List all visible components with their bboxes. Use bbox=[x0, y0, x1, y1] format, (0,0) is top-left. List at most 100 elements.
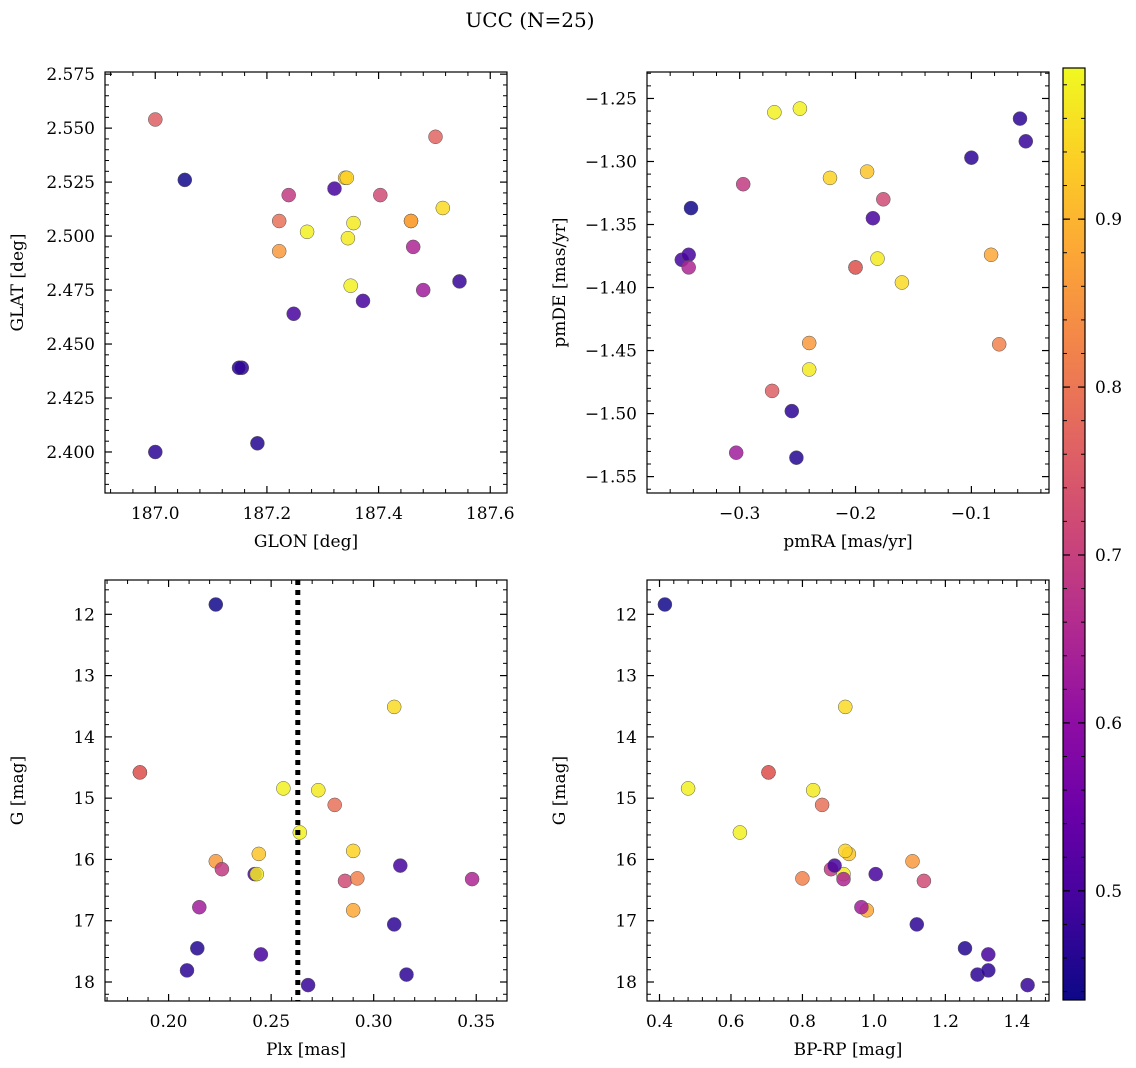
axes-frame bbox=[646, 71, 1050, 494]
x-axis-label: BP-RP [mag] bbox=[794, 1040, 903, 1060]
x-tick-label: 0.35 bbox=[457, 1012, 495, 1032]
data-point bbox=[281, 187, 296, 203]
data-point bbox=[683, 200, 699, 216]
data-point bbox=[464, 871, 480, 887]
data-point bbox=[345, 843, 361, 859]
y-tick-label: 15 bbox=[615, 789, 637, 809]
y-tick-label: 2.550 bbox=[46, 119, 95, 139]
data-point bbox=[1020, 977, 1035, 993]
data-point bbox=[909, 917, 925, 932]
colorbar-tick-label: 0.9 bbox=[1095, 210, 1122, 230]
data-point bbox=[179, 963, 195, 978]
data-point bbox=[870, 251, 885, 266]
y-tick-label: −1.50 bbox=[585, 405, 637, 425]
data-point bbox=[435, 200, 451, 216]
data-point bbox=[346, 215, 361, 231]
colorbar-gradient bbox=[1063, 68, 1085, 1000]
data-point bbox=[1012, 111, 1028, 126]
data-point bbox=[991, 337, 1007, 352]
colorbar: 0.5 0.6 0.7 0.8 0.9 bbox=[1062, 67, 1122, 1001]
y-tick-label: −1.25 bbox=[585, 89, 637, 109]
data-point bbox=[801, 362, 817, 377]
y-tick-label: 2.500 bbox=[46, 227, 95, 247]
x-tick-label: 187.2 bbox=[243, 504, 292, 524]
y-tick-label: 13 bbox=[615, 667, 637, 687]
data-point bbox=[276, 781, 291, 796]
x-tick-label: 1.4 bbox=[1003, 1012, 1030, 1032]
data-point bbox=[373, 187, 388, 203]
data-point bbox=[728, 445, 744, 460]
x-tick-label: −0.1 bbox=[951, 504, 992, 524]
data-point bbox=[680, 781, 696, 796]
data-point bbox=[132, 765, 148, 780]
x-tick-label: 0.8 bbox=[789, 1012, 816, 1032]
data-point bbox=[300, 977, 316, 993]
x-tick-label: 0.20 bbox=[150, 1012, 188, 1032]
data-point bbox=[249, 866, 265, 882]
data-point bbox=[814, 797, 830, 813]
x-tick-label: 187.6 bbox=[466, 504, 515, 524]
data-point bbox=[271, 213, 287, 229]
data-point bbox=[148, 112, 163, 127]
data-point bbox=[253, 947, 269, 962]
x-tick-label: 0.4 bbox=[646, 1012, 673, 1032]
data-point bbox=[327, 181, 342, 196]
y-axis-label: G [mag] bbox=[8, 756, 28, 825]
data-point bbox=[286, 306, 301, 322]
data-point bbox=[865, 210, 881, 226]
y-tick-label: 16 bbox=[73, 850, 95, 870]
data-point bbox=[345, 903, 361, 918]
data-point bbox=[822, 170, 838, 186]
data-point bbox=[854, 899, 869, 915]
y-tick-label: 2.450 bbox=[46, 335, 95, 355]
data-point bbox=[916, 873, 932, 889]
x-tick-label: 187.0 bbox=[131, 504, 180, 524]
data-point bbox=[311, 782, 326, 798]
data-point bbox=[767, 105, 782, 120]
data-point bbox=[848, 260, 863, 275]
data-point bbox=[838, 699, 853, 715]
data-point bbox=[386, 917, 402, 932]
panel-bprp-g: 0.4 0.6 0.8 1.0 1.2 1.4 12 13 14 15 16 17 18 BP-RP [m… bbox=[550, 579, 1050, 1060]
y-tick-label: −1.45 bbox=[585, 342, 637, 362]
data-point bbox=[340, 230, 356, 246]
data-point bbox=[393, 858, 408, 873]
data-point bbox=[905, 854, 920, 869]
x-axis-label: pmRA [mas/yr] bbox=[783, 532, 912, 552]
data-point bbox=[657, 597, 673, 612]
y-tick-label: 14 bbox=[73, 728, 95, 748]
y-tick-label: 18 bbox=[615, 973, 637, 993]
data-point bbox=[337, 873, 353, 889]
axes-frame bbox=[104, 579, 508, 1002]
x-tick-label: −0.3 bbox=[719, 504, 760, 524]
data-point bbox=[981, 963, 996, 978]
x-tick-label: 1.2 bbox=[932, 1012, 959, 1032]
data-point bbox=[405, 239, 421, 255]
data-point bbox=[964, 150, 979, 165]
y-tick-label: −1.30 bbox=[585, 152, 637, 172]
panel-pmra-pmde: −0.3 −0.2 −0.1 −1.55 −1.50 −1.45 −1.40 −1.35 −1.… bbox=[550, 71, 1050, 552]
y-tick-label: 2.525 bbox=[46, 173, 95, 193]
data-point bbox=[190, 941, 205, 956]
data-point bbox=[428, 129, 443, 145]
data-point bbox=[177, 172, 193, 188]
axes-frame bbox=[646, 579, 1050, 1002]
y-tick-label: 2.400 bbox=[46, 443, 95, 463]
y-tick-label: 2.425 bbox=[46, 389, 95, 409]
colorbar-tick-label: 0.5 bbox=[1095, 882, 1122, 902]
x-axis-label: GLON [deg] bbox=[254, 532, 358, 552]
panel-glon-glat: 187.0 187.2 187.4 187.6 2.400 2.425 2.450 2.475… bbox=[8, 65, 515, 552]
y-tick-label: 15 bbox=[73, 789, 95, 809]
data-point bbox=[784, 403, 800, 419]
data-point bbox=[681, 247, 696, 263]
y-tick-label: 13 bbox=[73, 667, 95, 687]
data-point bbox=[415, 282, 431, 298]
y-axis-label: GLAT [deg] bbox=[8, 233, 28, 331]
y-tick-label: −1.40 bbox=[585, 279, 637, 299]
data-point bbox=[859, 164, 875, 179]
data-point bbox=[299, 224, 315, 240]
data-point bbox=[452, 274, 467, 289]
y-tick-label: 12 bbox=[73, 605, 95, 625]
data-point bbox=[792, 101, 808, 116]
